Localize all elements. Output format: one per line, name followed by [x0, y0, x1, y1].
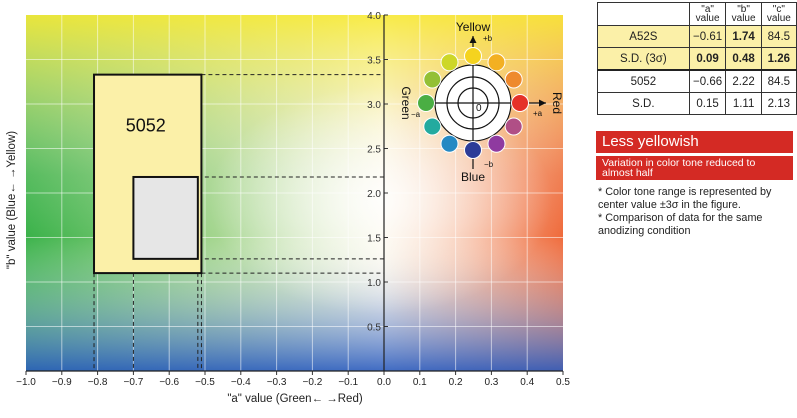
stats-table: "a" value "b" value "c" value A52S −0.61 1.… [597, 2, 797, 115]
x-tick-label: −0.3 [267, 377, 287, 388]
cell-a: −0.66 [688, 69, 727, 93]
variation-subbanner: Variation in color tone reduced to almos… [596, 156, 793, 180]
y-tick-label: 3.0 [367, 100, 381, 111]
wheel-color-dot [504, 117, 523, 136]
table-header-empty [597, 2, 690, 26]
x-tick-label: 0.3 [484, 377, 498, 388]
cell-b: 1.74 [725, 25, 762, 48]
wheel-color-dot [511, 94, 529, 112]
row-label: S.D. (3σ) [597, 47, 690, 71]
cell-c: 1.26 [760, 47, 797, 71]
wheel-color-dot [423, 70, 442, 89]
less-yellowish-banner: Less yellowish [596, 131, 793, 153]
wheel-color-dot [487, 53, 506, 72]
wheel-minus-a-label: −a [411, 110, 421, 119]
x-tick-label: 0.0 [377, 377, 391, 388]
wheel-color-dot [440, 53, 459, 72]
color-wheel: 0 Yellow +b Blue −b Green −a Red +a [399, 20, 564, 184]
x-tick-label: −0.1 [338, 377, 358, 388]
wheel-green-label: Green [399, 86, 413, 119]
notes: * Color tone range is represented by cen… [598, 186, 793, 238]
range-box-a52s [132, 175, 199, 260]
row-label: 5052 [597, 69, 690, 93]
y-tick-label: 2.0 [367, 189, 381, 200]
table-header-a: "a" value [688, 2, 727, 26]
x-tick-label: 0.1 [413, 377, 427, 388]
wheel-color-dot [423, 117, 442, 136]
color-tone-chart: 5052 −1.0 −0.9 −0.8 −0.7 −0.6 −0.5 −0.4 −0.3 −0.… [6, 11, 570, 405]
x-tick-label: −0.2 [303, 377, 323, 388]
x-tick-label: 0.2 [449, 377, 463, 388]
wheel-color-dot [464, 47, 482, 65]
wheel-plus-a-label: +a [533, 109, 543, 118]
y-tick-labels: 0.5 1.0 1.5 2.0 2.5 3.0 3.5 4.0 [367, 11, 381, 334]
table-header-b: "b" value [725, 2, 762, 26]
cell-a: 0.09 [688, 47, 727, 71]
x-tick-label: −0.8 [88, 377, 108, 388]
wheel-color-dot [464, 141, 482, 159]
cell-b: 2.22 [725, 69, 762, 93]
range-label-5052: 5052 [126, 116, 166, 136]
table-row-a52s: A52S −0.61 1.74 84.5 [597, 25, 797, 48]
x-tick-label: −0.6 [159, 377, 179, 388]
y-tick-label: 1.5 [367, 234, 381, 245]
table-row-5052-sd: S.D. 0.15 1.11 2.13 [597, 92, 797, 115]
note-2: * Comparison of data for the same anodiz… [598, 212, 763, 237]
row-label: A52S [597, 25, 690, 48]
range-boxes: 5052 [93, 73, 384, 371]
y-tick-label: 0.5 [367, 323, 381, 334]
wheel-minus-b-label: −b [484, 160, 494, 169]
cell-a: 0.15 [688, 92, 727, 115]
y-tick-label: 1.0 [367, 278, 381, 289]
cell-b: 1.11 [725, 92, 762, 115]
x-tick-label: −0.4 [231, 377, 251, 388]
wheel-color-dot [440, 134, 459, 153]
x-tick-label: 0.4 [520, 377, 534, 388]
wheel-plus-b-label: +b [483, 34, 493, 43]
y-tick-label: 2.5 [367, 145, 381, 156]
cell-b: 0.48 [725, 47, 762, 71]
wheel-center-label: 0 [476, 103, 482, 114]
wheel-yellow-label: Yellow [456, 20, 491, 34]
note-1: * Color tone range is represented by cen… [598, 186, 772, 211]
wheel-blue-label: Blue [461, 170, 485, 184]
cell-c: 84.5 [760, 25, 797, 48]
wheel-color-dot [417, 94, 435, 112]
x-tick-label: 0.5 [556, 377, 570, 388]
x-tick-label: −0.5 [195, 377, 215, 388]
table-header-row: "a" value "b" value "c" value [597, 2, 797, 26]
y-axis-label: "b" value (Blue← →Yellow) [6, 131, 18, 269]
cell-c: 2.13 [760, 92, 797, 115]
wheel-red-label: Red [550, 92, 564, 114]
table-row-a52s-sd: S.D. (3σ) 0.09 0.48 1.26 [597, 47, 797, 71]
x-tick-label: −0.9 [52, 377, 72, 388]
y-tick-label: 3.5 [367, 56, 381, 67]
x-tick-labels: −1.0 −0.9 −0.8 −0.7 −0.6 −0.5 −0.4 −0.3 −0.2 −0.1… [16, 377, 570, 388]
row-label: S.D. [597, 92, 690, 115]
x-tick-label: −1.0 [16, 377, 36, 388]
table-row-5052: 5052 −0.66 2.22 84.5 [597, 69, 797, 93]
cell-c: 84.5 [760, 69, 797, 93]
x-tick-label: −0.7 [124, 377, 144, 388]
wheel-color-dot [487, 134, 506, 153]
cell-a: −0.61 [688, 25, 727, 48]
y-tick-label: 4.0 [367, 11, 381, 22]
wheel-color-dot [504, 70, 523, 89]
x-axis-label: "a" value (Green← →Red) [227, 393, 363, 405]
table-header-c: "c" value [760, 2, 797, 26]
